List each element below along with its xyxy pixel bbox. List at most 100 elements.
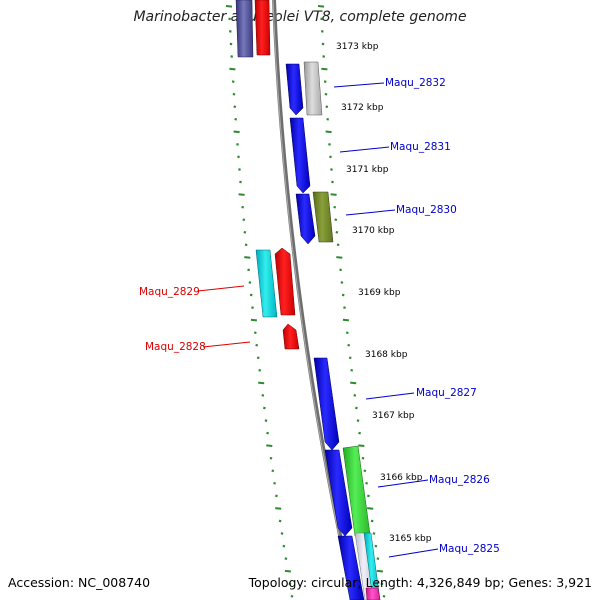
accession-text: Accession: NC_008740	[8, 575, 151, 590]
minor-tick	[258, 368, 262, 372]
minor-tick	[355, 406, 358, 410]
gene-maqu-2825-blue	[337, 535, 365, 600]
minor-tick	[323, 80, 327, 83]
minor-tick	[334, 218, 338, 222]
kbp-label: 3168 kbp	[365, 350, 408, 360]
minor-tick	[361, 456, 365, 460]
gene-maqu-2826-blue	[324, 449, 353, 537]
gene-maqu-2827	[313, 357, 340, 451]
minor-tick	[284, 557, 288, 560]
gene-maqu-2832-blue	[285, 63, 304, 116]
major-tick	[284, 569, 291, 573]
gene-label-maqu-2827[interactable]: Maqu_2827	[416, 387, 477, 399]
minor-tick	[269, 456, 273, 460]
minor-tick	[324, 92, 328, 96]
major-tick	[266, 444, 273, 447]
minor-tick	[341, 293, 345, 297]
minor-tick	[236, 143, 239, 146]
major-tick	[258, 381, 265, 385]
major-tick	[376, 569, 383, 573]
outer-tick-ruler	[317, 5, 386, 598]
minor-tick	[356, 419, 360, 422]
gene-maqu-2830-blue	[295, 193, 316, 245]
minor-tick	[253, 331, 257, 335]
minor-tick	[322, 55, 326, 58]
minor-tick	[290, 594, 294, 598]
minor-tick	[241, 205, 245, 209]
minor-tick	[234, 117, 238, 121]
minor-tick	[256, 356, 260, 360]
gene-pink-bottom	[365, 587, 381, 600]
kbp-label: 3165 kbp	[389, 534, 432, 544]
minor-tick	[372, 532, 376, 535]
gene-label-maqu-2825[interactable]: Maqu_2825	[439, 543, 500, 555]
kbp-label: 3169 kbp	[358, 288, 401, 298]
minor-tick	[238, 168, 241, 171]
minor-tick	[233, 105, 237, 109]
kbp-label: 3166 kbp	[380, 473, 423, 483]
minor-tick	[255, 343, 259, 347]
gene-maqu-2825-cyan	[363, 532, 381, 600]
minor-tick	[243, 230, 247, 234]
kbp-label: 3170 kbp	[352, 226, 395, 236]
minor-tick	[249, 293, 253, 297]
minor-tick	[333, 205, 337, 209]
minor-tick	[350, 368, 354, 372]
minor-tick	[288, 582, 292, 586]
genome-summary-text: Topology: circular; Length: 4,326,849 bp…	[248, 575, 592, 590]
minor-tick	[242, 218, 246, 222]
minor-tick	[232, 92, 236, 96]
major-tick	[250, 318, 257, 322]
minor-tick	[382, 594, 386, 598]
minor-tick	[320, 17, 323, 21]
gene-maqu-2829-red	[274, 247, 296, 316]
major-tick	[358, 444, 365, 447]
minor-tick	[353, 394, 357, 397]
minor-tick	[329, 155, 332, 159]
minor-tick	[328, 143, 331, 146]
minor-tick	[370, 519, 374, 523]
kbp-label: 3171 kbp	[346, 165, 389, 175]
gene-label-maqu-2826[interactable]: Maqu_2826	[429, 474, 490, 486]
minor-tick	[228, 30, 232, 33]
inner-tick-ruler	[225, 5, 294, 598]
gene-label-maqu-2831[interactable]: Maqu_2831	[390, 141, 451, 153]
minor-tick	[239, 180, 242, 184]
minor-tick	[348, 356, 352, 360]
gene-purple-top	[235, 0, 254, 58]
minor-tick	[339, 268, 342, 272]
major-tick	[330, 193, 337, 196]
major-tick	[238, 193, 245, 196]
major-tick	[325, 130, 332, 134]
minor-tick	[376, 557, 380, 560]
gene-label-maqu-2828[interactable]: Maqu_2828	[145, 341, 206, 353]
gene-label-maqu-2832[interactable]: Maqu_2832	[385, 77, 446, 89]
minor-tick	[374, 544, 378, 548]
gene-maqu-2830-olive	[312, 191, 334, 243]
minor-tick	[282, 544, 286, 548]
minor-tick	[251, 306, 254, 309]
gene-label-maqu-2829[interactable]: Maqu_2829	[139, 286, 200, 298]
kbp-label: 3173 kbp	[336, 42, 379, 52]
minor-tick	[261, 394, 265, 397]
minor-tick	[340, 281, 344, 284]
gene-label-maqu-2830[interactable]: Maqu_2830	[396, 204, 457, 216]
minor-tick	[363, 469, 367, 473]
minor-tick	[263, 406, 266, 410]
map-title: Marinobacter aquaeolei VT8, complete gen…	[133, 9, 467, 25]
gene-maqu-2832-gray	[303, 61, 323, 116]
kbp-label: 3172 kbp	[341, 103, 384, 113]
gene-red-top	[254, 0, 271, 56]
genome-backbone-highlight	[272, 0, 354, 600]
minor-tick	[264, 419, 268, 422]
minor-tick	[230, 55, 234, 58]
major-tick	[367, 507, 374, 510]
minor-tick	[343, 306, 346, 309]
minor-tick	[325, 105, 329, 109]
gene-maqu-2825-pale	[354, 532, 375, 600]
minor-tick	[266, 431, 269, 435]
minor-tick	[367, 494, 370, 498]
major-tick	[350, 381, 357, 385]
minor-tick	[273, 481, 276, 485]
